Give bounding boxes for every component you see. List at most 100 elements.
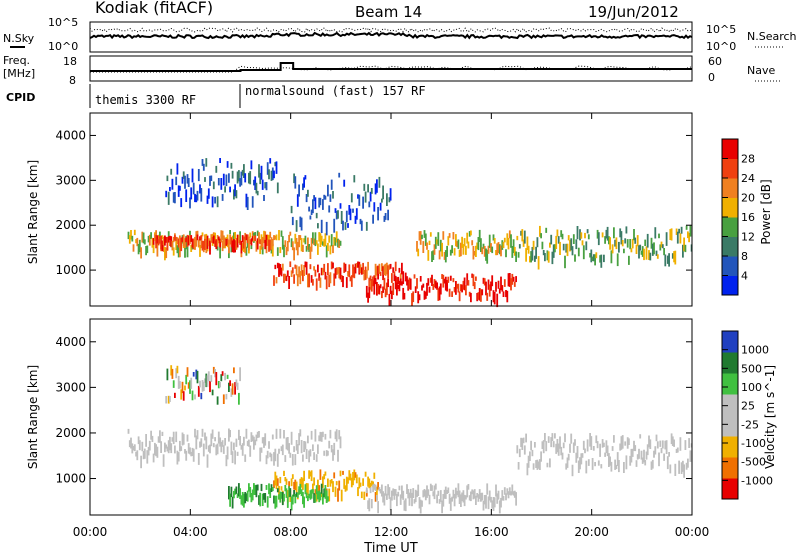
power-cell <box>456 284 458 289</box>
velocity-cell <box>212 366 215 374</box>
velocity-cell <box>453 493 456 507</box>
velocity-cell <box>460 494 462 507</box>
velocity-cell <box>510 491 512 496</box>
velocity-cell <box>411 492 413 507</box>
velocity-cell <box>407 489 410 499</box>
power-cell <box>264 182 267 189</box>
power-cell <box>228 239 230 254</box>
power-cell <box>313 266 315 271</box>
nave-tick-low: 0 <box>708 71 715 84</box>
velocity-cell <box>248 439 250 447</box>
velocity-cell <box>320 483 323 494</box>
velocity-cell <box>666 456 669 470</box>
velocity-cell <box>448 493 451 504</box>
velocity-colorbar-label-tick: 25 <box>741 400 755 413</box>
power-cell <box>212 235 215 244</box>
power-cell <box>569 239 571 252</box>
velocity-cell <box>275 428 278 439</box>
velocity-cell <box>143 448 146 459</box>
power-cell <box>217 178 220 186</box>
power-cell <box>216 246 219 251</box>
power-cell <box>621 240 624 247</box>
velocity-cell <box>387 484 389 496</box>
velocity-cell <box>495 484 497 497</box>
power-cell <box>289 231 292 236</box>
velocity-cell <box>243 436 245 446</box>
velocity-cell <box>634 445 637 452</box>
velocity-cell <box>584 448 586 454</box>
velocity-cell <box>182 391 185 401</box>
velocity-cell <box>648 435 650 448</box>
xtick-label: 04:00 <box>173 525 208 539</box>
power-cell <box>291 241 294 251</box>
power-cell <box>613 227 615 239</box>
velocity-cell <box>293 481 295 490</box>
power-cell <box>488 284 491 297</box>
power-cell <box>447 236 450 246</box>
velocity-cell <box>211 389 214 396</box>
power-cell <box>166 175 169 182</box>
velocity-cell <box>516 445 519 454</box>
power-cell <box>239 178 241 187</box>
velocity-cell <box>402 490 405 500</box>
power-cell <box>463 238 466 247</box>
velocity-cell <box>433 485 436 500</box>
velocity-cell <box>261 493 264 506</box>
velocity-cell <box>427 489 430 496</box>
power-cell <box>438 250 441 260</box>
velocity-cell <box>140 455 142 469</box>
power-cell <box>338 172 341 178</box>
power-cell <box>451 291 453 297</box>
velocity-cell <box>389 497 392 511</box>
power-cell <box>228 173 230 183</box>
power-cell <box>638 245 640 259</box>
velocity-cell <box>170 443 173 454</box>
velocity-cell <box>303 496 305 508</box>
power-cell <box>531 247 534 261</box>
velocity-cell <box>300 477 303 488</box>
velocity-cell <box>209 381 211 393</box>
power-cell <box>190 244 193 252</box>
power-cell <box>485 248 487 261</box>
power-cell <box>635 244 638 254</box>
velocity-cell <box>482 500 485 511</box>
velocity-cell <box>386 493 388 500</box>
power-cell <box>503 279 506 287</box>
velocity-cell <box>512 491 515 496</box>
power-cell <box>342 220 344 231</box>
power-cell <box>221 230 224 241</box>
power-cell <box>315 212 318 219</box>
power-cell <box>377 284 379 295</box>
power-cell <box>317 264 319 273</box>
power-cell <box>299 216 302 228</box>
power-cell <box>535 246 537 259</box>
power-colorbar-label-tick: 8 <box>741 250 748 263</box>
velocity-cell <box>529 451 531 461</box>
velocity-cell <box>330 445 333 453</box>
power-cell <box>495 250 497 256</box>
power-colorbar-label-tick: 12 <box>741 231 755 244</box>
velocity-cell <box>605 440 608 454</box>
power-cell <box>534 255 536 262</box>
power-cell <box>682 244 684 258</box>
velocity-cell <box>595 435 598 444</box>
velocity-cell <box>152 453 155 463</box>
velocity-cell <box>651 459 654 469</box>
power-cell <box>199 245 201 257</box>
velocity-cell <box>305 492 308 499</box>
power-cell <box>363 269 366 281</box>
velocity-cell <box>365 489 368 497</box>
velocity-cell <box>582 440 585 450</box>
power-cell <box>155 235 157 249</box>
power-cell <box>355 263 358 268</box>
power-cell <box>184 247 186 258</box>
noise-right-tick-low: 10^0 <box>706 40 736 53</box>
velocity-cell <box>604 452 606 457</box>
power-cell <box>320 267 323 276</box>
power-cell <box>191 168 194 183</box>
velocity-cell <box>174 392 176 398</box>
velocity-cell <box>377 501 379 514</box>
power-cell <box>463 277 466 291</box>
velocity-cell <box>640 450 643 460</box>
velocity-cell <box>594 462 596 467</box>
